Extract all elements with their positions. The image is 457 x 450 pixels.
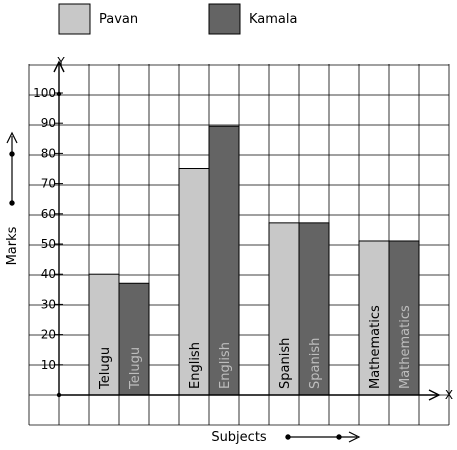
y-tick-label: 10	[41, 358, 56, 372]
y-axis-letter: Y	[56, 55, 65, 69]
bar-category-label: English	[218, 342, 233, 389]
bar-category-label: Spanish	[278, 338, 293, 389]
y-direction-arrow	[6, 131, 18, 206]
y-axis-title: Marks	[5, 226, 20, 265]
bar-category-label: English	[188, 342, 203, 389]
bars: Telugu Telugu English English Spanish Spanish…	[88, 125, 420, 396]
y-tick-label: 20	[41, 328, 56, 342]
y-tick-label: 100	[33, 86, 56, 100]
bar-category-label: Spanish	[308, 338, 323, 389]
origin-dot	[56, 392, 62, 398]
bar-category-label: Telugu	[128, 347, 143, 390]
x-direction-arrow	[285, 431, 361, 443]
bar-kamala-mathematics	[388, 240, 420, 396]
bar-kamala-spanish	[298, 222, 330, 396]
legend-swatch-kamala	[208, 3, 241, 35]
x-axis-title: Subjects	[211, 430, 267, 445]
legend: Pavan Kamala	[58, 3, 297, 35]
y-tick-label: 90	[41, 116, 56, 130]
y-tick-label: 80	[41, 146, 56, 160]
y-tick-label: 50	[41, 237, 56, 251]
axes	[53, 60, 441, 401]
y-axis-dot	[56, 91, 62, 97]
x-axis-arrowhead	[428, 389, 441, 401]
y-tick-label: 70	[41, 177, 56, 191]
bar-category-label: Mathematics	[398, 305, 413, 389]
y-tick-label: 40	[41, 267, 56, 281]
y-tick-label: 60	[41, 207, 56, 221]
y-tick-labels: 10 20 30 40 50 60 70 80 90 100	[33, 86, 63, 372]
bar-pavan-telugu	[88, 273, 120, 396]
bar-category-label: Telugu	[98, 347, 113, 390]
legend-label-kamala: Kamala	[249, 12, 297, 27]
x-axis-letter: X	[445, 388, 453, 402]
bar-category-label: Mathematics	[368, 305, 383, 389]
y-tick-label: 30	[41, 297, 56, 311]
y-axis-arrowhead	[53, 60, 65, 73]
legend-label-pavan: Pavan	[99, 12, 138, 27]
bar-pavan-spanish	[268, 222, 300, 396]
legend-swatch-pavan	[58, 3, 91, 35]
